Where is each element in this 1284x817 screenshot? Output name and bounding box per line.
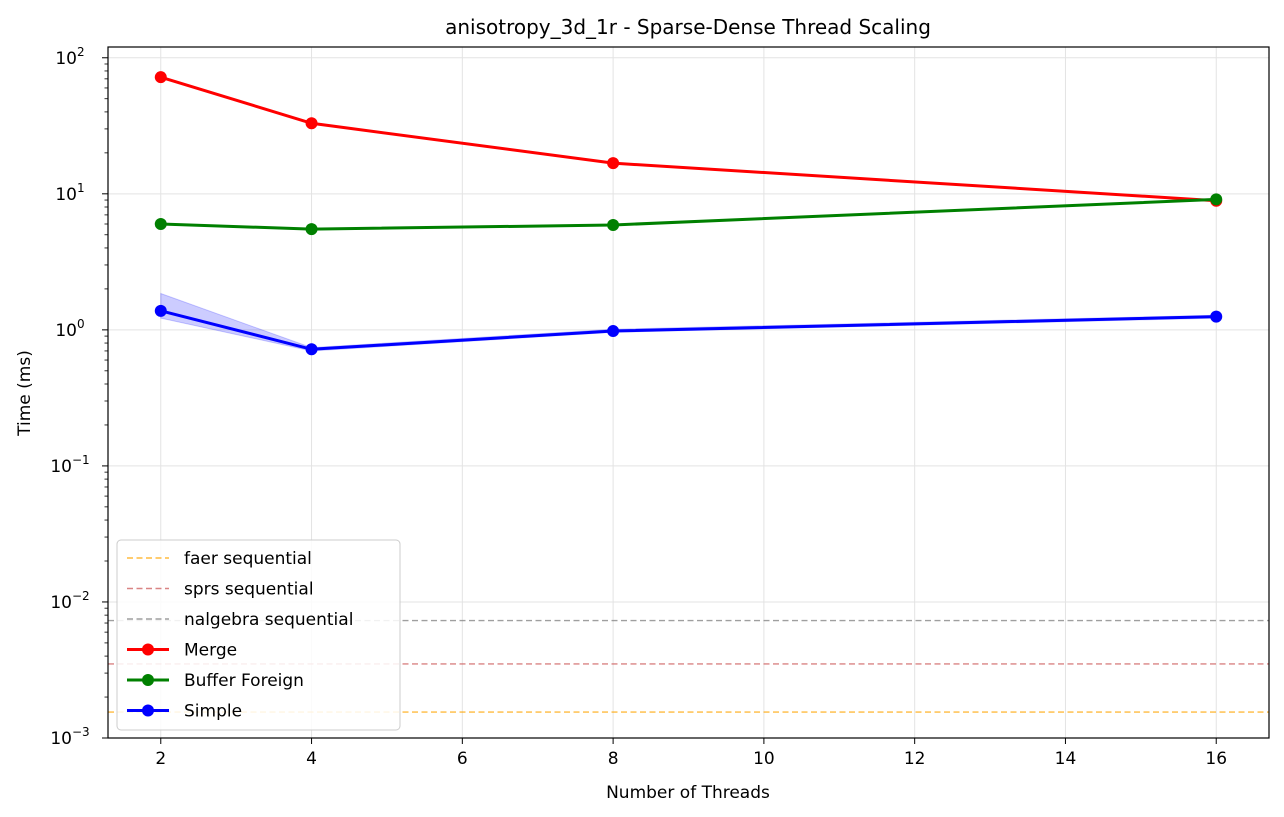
data-point [607, 325, 620, 338]
legend-label: Buffer Foreign [184, 671, 304, 691]
plot-frame [107, 46, 1270, 739]
data-point [154, 304, 167, 317]
y-tick-label: 10−2 [50, 589, 89, 613]
x-tick-label: 16 [1205, 749, 1227, 769]
legend-box [116, 539, 401, 731]
data-point [1210, 310, 1223, 323]
data-point [305, 117, 318, 130]
data-point [154, 71, 167, 84]
series-line [160, 75, 1217, 203]
legend-label: nalgebra sequential [184, 610, 353, 630]
legend-label: Simple [184, 702, 242, 722]
chart-title: anisotropy_3d_1r - Sparse-Dense Thread S… [445, 15, 931, 39]
data-point [607, 157, 620, 170]
x-tick-label: 4 [306, 749, 317, 769]
y-tick-label: 102 [55, 45, 84, 69]
x-tick-label: 2 [155, 749, 166, 769]
y-tick-label: 100 [55, 317, 84, 341]
x-axis-label: Number of Threads [606, 783, 770, 803]
y-axis: 10−3 10−2 10−1 100 101 102 [50, 45, 108, 749]
y-tick-label: 10−1 [50, 453, 89, 477]
data-point [305, 223, 318, 236]
x-tick-label: 8 [608, 749, 619, 769]
y-tick-label: 101 [55, 181, 84, 205]
x-axis: 2 4 6 8 10 12 14 16 [155, 738, 1227, 769]
data-point [305, 343, 318, 356]
data-point [607, 218, 620, 231]
legend-marker [142, 643, 154, 656]
y-tick-label: 10−3 [50, 725, 89, 749]
data-point [1210, 193, 1223, 206]
y-axis-label: Time (ms) [15, 350, 35, 437]
x-tick-label: 12 [904, 749, 926, 769]
legend-marker [142, 674, 154, 686]
x-tick-label: 10 [753, 749, 775, 769]
legend: faer sequential sprs sequential nalgebra s… [116, 539, 401, 731]
legend-label: Merge [184, 641, 237, 661]
legend-label: faer sequential [184, 549, 312, 569]
x-tick-label: 6 [457, 749, 468, 769]
series-lines [154, 71, 1223, 356]
legend-label: sprs sequential [184, 580, 314, 600]
x-tick-label: 14 [1055, 749, 1077, 769]
legend-marker [142, 704, 154, 717]
data-point [154, 217, 167, 230]
series-line [160, 309, 1217, 351]
series-line [160, 197, 1217, 231]
